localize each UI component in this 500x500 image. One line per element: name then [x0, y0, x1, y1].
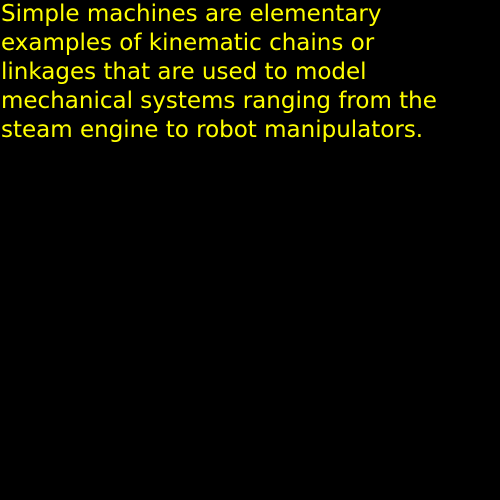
- caption-line: steam engine to robot manipulators.: [1, 117, 424, 143]
- caption-line: Simple machines are elementary: [1, 1, 382, 27]
- caption-text: Simple machines are elementary examples …: [1, 0, 499, 145]
- caption-line: linkages that are used to model: [1, 59, 367, 85]
- caption-line: mechanical systems ranging from the: [1, 88, 437, 114]
- caption-line: examples of kinematic chains or: [1, 30, 375, 56]
